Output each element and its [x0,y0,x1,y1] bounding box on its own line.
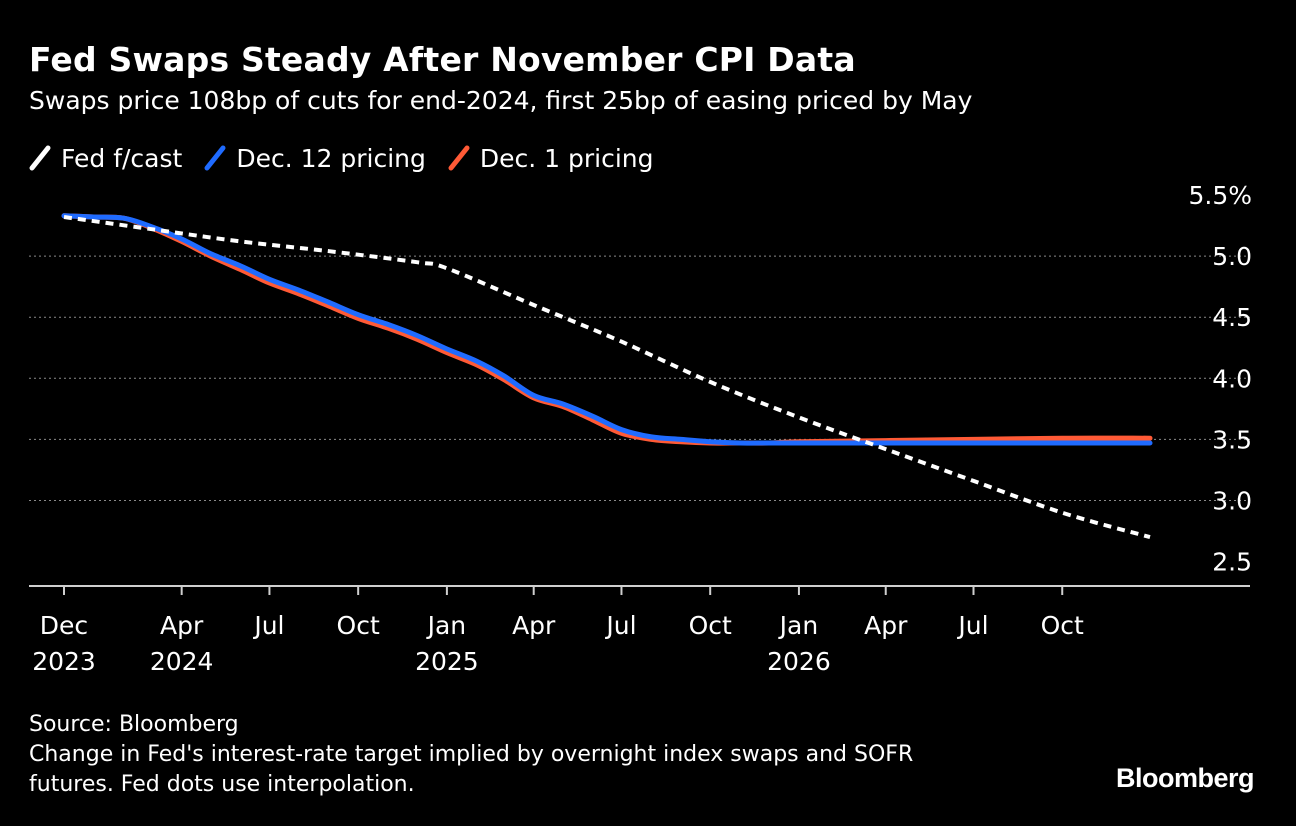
y-tick-label: 4.0 [1212,364,1252,393]
x-tick-label: Jan [426,611,467,640]
legend-item-dec1: Dec. 1 pricing [448,143,654,173]
chart-subtitle: Swaps price 108bp of cuts for end-2024, … [29,86,973,115]
x-tick-label: Apr [864,611,908,640]
line-chart: 5.5% 5.0 4.5 4.0 3.5 3.0 2.5 Dec 2023 Apr 2024 Jul O… [29,181,1252,676]
methodology-note-line-1: Change in Fed's interest-rate target imp… [29,742,914,767]
y-tick-label: 4.5 [1212,303,1252,332]
legend-swatch-dec1 [448,145,470,171]
y-tick-label: 3.5 [1212,425,1252,454]
chart-legend: Fed f/cast Dec. 12 pricing Dec. 1 pricin… [29,141,675,175]
methodology-note-line-2: futures. Fed dots use interpolation. [29,772,415,797]
legend-label-dec1: Dec. 1 pricing [479,143,654,173]
y-tick-label: 5.5% [1188,181,1252,210]
chart-footer: Source: Bloomberg Change in Fed's intere… [29,710,913,800]
series-line-fed-forecast [63,215,1151,540]
x-tick-label: Jul [604,611,636,640]
x-tick-label: Oct [1041,611,1084,640]
legend-swatch-fed-forecast [29,145,51,171]
legend-label-fed-forecast: Fed f/cast [61,143,183,173]
x-tick-label: Apr [512,611,556,640]
x-tick-label: Oct [689,611,732,640]
y-tick-label: 3.0 [1212,486,1252,515]
series-line-dec12-pricing [61,213,1153,446]
x-tick-label: Jul [252,611,284,640]
axis-layer: 5.5% 5.0 4.5 4.0 3.5 3.0 2.5 Dec 2023 Apr 2024 Jul O… [29,181,1252,676]
x-tick-label: Apr [160,611,204,640]
bloomberg-logo: Bloomberg [1116,763,1255,793]
series-layer [61,213,1153,540]
x-tick-label: Jan [778,611,819,640]
x-tick-label: Dec [40,611,88,640]
x-tick-year-label: 2024 [150,647,214,676]
legend-item-dec12: Dec. 12 pricing [204,144,426,173]
x-tick-year-label: 2026 [767,647,831,676]
chart-title: Fed Swaps Steady After November CPI Data [29,40,856,79]
legend-label-dec12: Dec. 12 pricing [236,143,426,173]
legend-swatch-dec12 [204,145,226,171]
grid-layer [29,255,1250,501]
x-tick-year-label: 2025 [415,647,479,676]
y-tick-label: 2.5 [1212,548,1252,577]
source-note: Source: Bloomberg [29,712,239,737]
x-tick-label: Oct [337,611,380,640]
x-tick-label: Jul [956,611,988,640]
series-line-dec1-pricing [61,213,1153,446]
x-tick-year-label: 2023 [32,647,96,676]
y-tick-label: 5.0 [1212,242,1252,271]
legend-item-fed-forecast: Fed f/cast [29,144,182,173]
